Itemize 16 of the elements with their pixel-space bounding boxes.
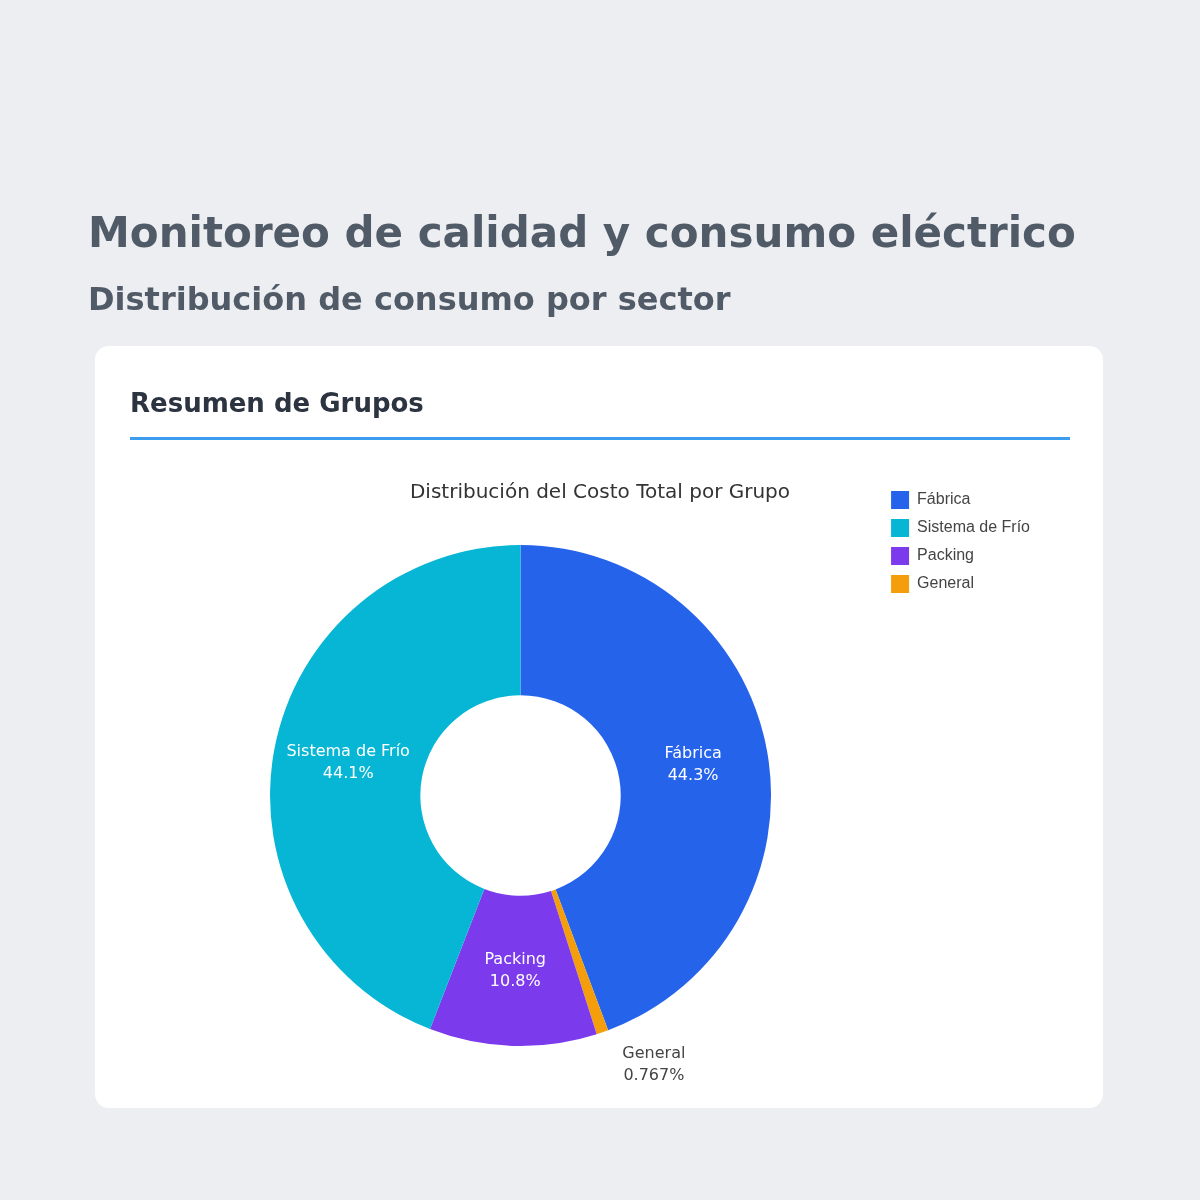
slice-label: Sistema de Frío	[286, 741, 410, 761]
chart-subtitle: Distribución de consumo por sector	[88, 280, 731, 318]
legend-label: General	[917, 574, 974, 592]
slice-label: Fábrica	[664, 742, 722, 762]
data-label: 0.767%	[623, 1065, 685, 1085]
legend-label: Sistema de Frío	[917, 518, 1031, 536]
slice-label: Packing	[484, 948, 546, 968]
chart-title: Monitoreo de calidad y consumo eléctrico	[88, 208, 1076, 257]
legend-label: Packing	[917, 546, 974, 564]
legend-label: Fábrica	[917, 490, 971, 508]
data-label: 44.1%	[322, 763, 374, 783]
text: Resumen de Grupos	[130, 388, 424, 418]
data-label: 44.3%	[667, 764, 719, 784]
text: Distribución del Costo Total por Grupo	[409, 479, 791, 504]
slice-label: General	[622, 1043, 686, 1063]
data-label: 10.8%	[489, 970, 541, 990]
